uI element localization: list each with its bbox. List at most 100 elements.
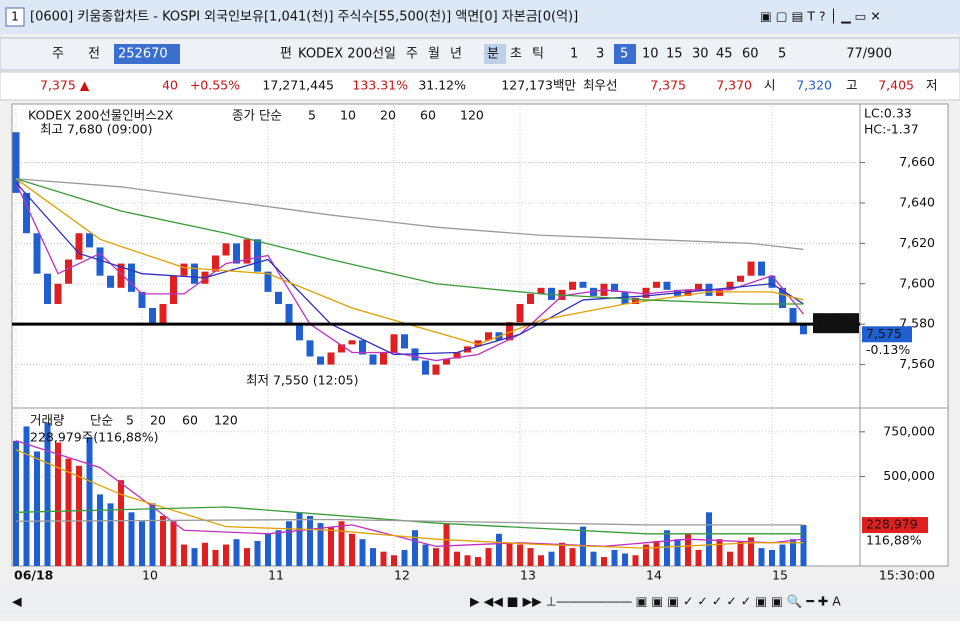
tool-item[interactable]: 1 [570, 47, 578, 62]
candle [390, 334, 398, 353]
scroll-left[interactable]: ◀ [12, 594, 22, 609]
volume-bar [160, 515, 166, 566]
candle [537, 287, 545, 294]
volume-bar [34, 451, 40, 566]
volume-summary: 228,979주(116,88%) [30, 430, 159, 445]
volume-bar [464, 555, 471, 566]
candle [338, 344, 345, 353]
ma-line [15, 449, 804, 549]
candle [663, 281, 671, 290]
tool-item[interactable]: 년 [450, 47, 462, 62]
volume-bar [13, 440, 19, 566]
candle [96, 247, 104, 276]
volume-bar [296, 512, 303, 566]
candle [726, 281, 734, 290]
x-tick-label: 15 [772, 568, 788, 583]
code-input[interactable] [114, 44, 180, 64]
volume-bar [569, 548, 576, 566]
tool-item[interactable]: 주 [406, 47, 418, 62]
selected-unit[interactable] [484, 44, 506, 64]
candle [317, 356, 324, 365]
volume-bar [769, 549, 775, 566]
candle [264, 271, 272, 292]
volume-bar [317, 523, 324, 566]
volume-bar [433, 548, 439, 566]
volume-bar [170, 521, 177, 566]
volume-bar [307, 515, 313, 566]
candle [296, 324, 303, 341]
quote-item: 40 [162, 78, 178, 93]
selected-period[interactable] [614, 44, 636, 64]
volume-bar [496, 533, 502, 566]
ratio-label: 116,88% [866, 533, 922, 548]
tool-item[interactable]: 분 [487, 47, 499, 62]
candle [422, 360, 429, 375]
candle [443, 358, 450, 365]
candle [149, 308, 156, 325]
tool-item[interactable]: 77/900 [846, 47, 892, 62]
volume-bar [506, 542, 513, 566]
candle [212, 255, 219, 272]
volume-bar [632, 555, 639, 566]
tool-item[interactable]: 일 [384, 47, 396, 62]
volume-bar [475, 557, 481, 566]
tool-item[interactable]: 월 [428, 47, 440, 62]
candle [128, 263, 135, 292]
x-tick-label: 10 [142, 568, 158, 583]
quote-item: 7,375 [650, 78, 686, 93]
volume-bar [23, 426, 30, 566]
candle [800, 324, 807, 335]
candle [432, 364, 440, 375]
scroll-bar[interactable] [0, 590, 960, 614]
candle [180, 263, 188, 276]
tool-item[interactable]: 3 [596, 47, 604, 62]
candle [86, 233, 93, 248]
tool-item[interactable]: 편 [280, 47, 292, 62]
tool-item[interactable]: 60 [742, 47, 759, 62]
y-tick-label: 750,000 [883, 423, 935, 438]
candle [758, 261, 765, 276]
volume-bar [380, 551, 387, 566]
quote-item: 시 [764, 78, 776, 93]
volume-bar [359, 539, 366, 566]
ma-label: 단순 [90, 413, 113, 428]
volume-bar [412, 530, 418, 566]
tool-item[interactable]: 15 [666, 47, 683, 62]
reference-box [813, 313, 859, 334]
ma-line [15, 178, 804, 346]
volume-bar [622, 553, 628, 566]
volume-bar [76, 465, 82, 566]
tool-item[interactable]: KODEX 200선 [298, 47, 384, 62]
volume-bar [149, 503, 156, 566]
tool-item[interactable]: 45 [716, 47, 733, 62]
chart-title: KODEX 200선물인버스2X [28, 108, 174, 123]
tool-item[interactable]: 5 [778, 47, 786, 62]
candle [275, 291, 282, 304]
tool-item[interactable]: 틱 [532, 47, 544, 62]
change-label: -0.13% [866, 342, 910, 357]
hc-label: HC:-1.37 [864, 122, 919, 137]
quote-item: 31.12% [418, 78, 466, 93]
volume-bar [244, 548, 250, 566]
tool-item[interactable]: 전 [88, 47, 100, 62]
candle [359, 340, 366, 355]
chart-area [11, 103, 949, 567]
title-button[interactable]: ▣ ▢ ▤ T ? │ ▁ ▭ ✕ [760, 9, 881, 25]
code-text[interactable]: 252670 [118, 47, 168, 62]
title-buttons[interactable]: ▣ ▢ ▤ T ? │ ▁ ▭ ✕ [760, 9, 881, 25]
tool-item[interactable]: 30 [692, 47, 709, 62]
high-note: 최고 7,680 (09:00) [40, 122, 153, 137]
ma-line [15, 182, 804, 356]
x-tick-label: 13 [520, 568, 536, 583]
tool-item[interactable]: 5 [620, 47, 628, 62]
volume-bar [664, 530, 670, 566]
ma-line [15, 506, 804, 535]
scroll-controls[interactable]: ▶ ◀◀ ■ ▶▶ ⊥―――――― ▣ ▣ ▣ ✓ ✓ ✓ ✓ ✓ ▣ ▣ 🔍 … [470, 593, 841, 609]
tool-item[interactable]: 10 [642, 47, 659, 62]
quote-item: 7,320 [796, 78, 832, 93]
legend-item: 5 [126, 413, 134, 428]
tool-item[interactable]: 초 [510, 47, 522, 62]
candle [611, 283, 618, 292]
volume-bar [338, 521, 345, 566]
tool-item[interactable]: 주 [52, 47, 64, 62]
